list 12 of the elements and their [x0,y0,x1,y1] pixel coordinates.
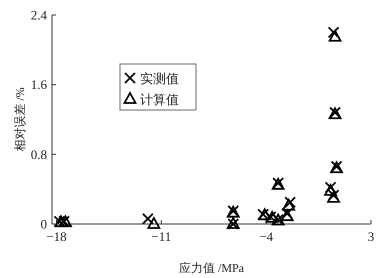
x-tick-label: −18 [46,229,67,244]
y-tick-label: 2.4 [30,8,48,22]
y-axis-title: 相对误差 /% [13,87,27,152]
x-tick-label: −11 [151,229,172,244]
y-tick-label: 1.6 [30,77,48,92]
y-tick-label: 0.8 [30,146,47,162]
y-tick-label: 0 [40,216,47,232]
legend-label: 计算值 [140,92,179,107]
x-tick-label: 3 [368,229,374,244]
x-axis-title: 应力值 /MPa [178,261,245,275]
x-tick-label: −4 [259,229,274,244]
legend-label: 实测值 [140,71,179,86]
